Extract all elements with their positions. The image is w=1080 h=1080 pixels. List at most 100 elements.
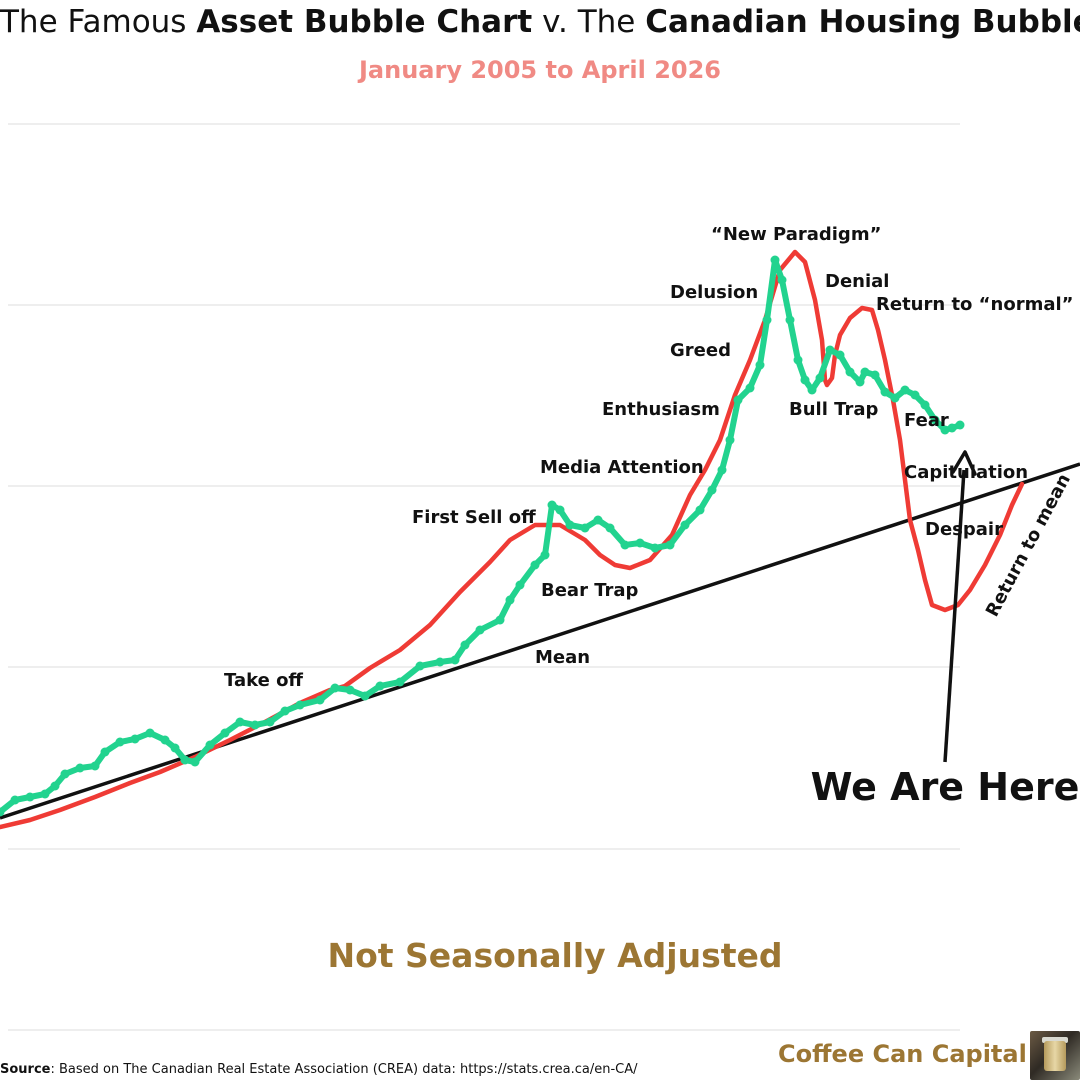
annotation-label: Denial bbox=[825, 271, 889, 292]
housing-point-41 bbox=[565, 520, 575, 530]
housing-point-57 bbox=[762, 315, 772, 325]
housing-point-79 bbox=[955, 420, 965, 430]
housing-point-30 bbox=[435, 657, 445, 667]
annotation-label: Greed bbox=[670, 340, 731, 361]
title-part-3: v. The bbox=[532, 4, 646, 40]
annotation-label: First Sell off bbox=[412, 507, 536, 528]
housing-point-59 bbox=[777, 275, 787, 285]
housing-point-72 bbox=[890, 393, 900, 403]
housing-point-7 bbox=[90, 761, 100, 771]
housing-point-17 bbox=[220, 728, 230, 738]
annotation-label: Fear bbox=[904, 410, 949, 431]
coffee-can-icon bbox=[1030, 1031, 1080, 1080]
housing-point-10 bbox=[130, 734, 140, 744]
housing-point-45 bbox=[620, 540, 630, 550]
mean-line bbox=[0, 462, 1080, 820]
housing-point-8 bbox=[100, 747, 110, 757]
housing-point-27 bbox=[375, 681, 385, 691]
source-text: : Based on The Canadian Real Estate Asso… bbox=[50, 1062, 638, 1077]
housing-point-61 bbox=[793, 355, 803, 365]
annotation-label: Despair bbox=[925, 519, 1003, 540]
housing-point-1 bbox=[10, 795, 20, 805]
annotation-label: Delusion bbox=[670, 282, 758, 303]
annotation-label: Media Attention bbox=[540, 457, 704, 478]
brand-name: Coffee Can Capital bbox=[778, 1040, 1027, 1068]
housing-point-16 bbox=[205, 740, 215, 750]
housing-point-49 bbox=[680, 520, 690, 530]
housing-point-64 bbox=[815, 373, 825, 383]
annotation-label: Bull Trap bbox=[789, 399, 878, 420]
housing-point-51 bbox=[707, 485, 717, 495]
housing-point-54 bbox=[733, 395, 743, 405]
housing-point-50 bbox=[695, 505, 705, 515]
housing-point-31 bbox=[450, 655, 460, 665]
annotation-label: Bear Trap bbox=[541, 580, 639, 601]
housing-point-42 bbox=[580, 523, 590, 533]
housing-point-40 bbox=[555, 505, 565, 515]
housing-point-36 bbox=[515, 580, 525, 590]
chart-title: The Famous Asset Bubble Chart v. The Can… bbox=[0, 0, 1080, 48]
housing-point-56 bbox=[755, 360, 765, 370]
housing-point-26 bbox=[360, 691, 370, 701]
housing-point-46 bbox=[635, 538, 645, 548]
housing-point-68 bbox=[855, 377, 865, 387]
housing-point-60 bbox=[785, 315, 795, 325]
housing-point-0 bbox=[0, 807, 5, 817]
housing-point-65 bbox=[825, 345, 835, 355]
housing-point-48 bbox=[665, 540, 675, 550]
we-are-here-label: We Are Here bbox=[811, 765, 1080, 809]
housing-point-58 bbox=[770, 255, 780, 265]
housing-point-78 bbox=[947, 423, 957, 433]
source-label: Source bbox=[0, 1062, 51, 1077]
we-are-here-arrow-shaft bbox=[943, 469, 966, 763]
housing-point-22 bbox=[295, 700, 305, 710]
housing-point-11 bbox=[145, 728, 155, 738]
housing-point-2 bbox=[25, 792, 35, 802]
housing-point-12 bbox=[160, 735, 170, 745]
chart-subtitle: January 2005 to April 2026 bbox=[359, 56, 721, 84]
title-part-2: Asset Bubble Chart bbox=[196, 4, 533, 40]
housing-point-24 bbox=[330, 683, 340, 693]
housing-point-63 bbox=[807, 385, 817, 395]
arrow-head-icon bbox=[951, 450, 977, 476]
housing-point-18 bbox=[235, 717, 245, 727]
housing-point-15 bbox=[190, 757, 200, 767]
housing-point-53 bbox=[725, 435, 735, 445]
housing-point-76 bbox=[930, 415, 940, 425]
housing-point-35 bbox=[505, 595, 515, 605]
housing-point-32 bbox=[460, 640, 470, 650]
housing-point-9 bbox=[115, 737, 125, 747]
housing-point-77 bbox=[940, 425, 950, 435]
housing-point-69 bbox=[860, 367, 870, 377]
housing-point-39 bbox=[547, 500, 557, 510]
housing-point-4 bbox=[50, 781, 60, 791]
housing-series-line bbox=[0, 257, 963, 815]
housing-point-70 bbox=[870, 370, 880, 380]
annotation-label: Take off bbox=[224, 670, 303, 691]
housing-point-33 bbox=[475, 625, 485, 635]
housing-point-25 bbox=[345, 685, 355, 695]
housing-point-6 bbox=[75, 763, 85, 773]
housing-point-38 bbox=[540, 550, 550, 560]
housing-point-75 bbox=[920, 400, 930, 410]
housing-point-37 bbox=[530, 560, 540, 570]
housing-point-44 bbox=[605, 523, 615, 533]
annotation-label: Capitulation bbox=[904, 462, 1028, 483]
bubble-curve-line bbox=[0, 249, 1025, 830]
housing-point-43 bbox=[593, 515, 603, 525]
housing-point-74 bbox=[910, 390, 920, 400]
housing-point-66 bbox=[835, 350, 845, 360]
housing-point-34 bbox=[495, 615, 505, 625]
housing-point-47 bbox=[650, 543, 660, 553]
housing-point-19 bbox=[250, 720, 260, 730]
housing-point-73 bbox=[900, 385, 910, 395]
housing-point-55 bbox=[745, 383, 755, 393]
housing-point-3 bbox=[40, 789, 50, 799]
seasonal-adjustment-note: Not Seasonally Adjusted bbox=[327, 936, 783, 975]
source-note: Source: Based on The Canadian Real Estat… bbox=[0, 1062, 638, 1077]
housing-point-5 bbox=[60, 769, 70, 779]
housing-point-23 bbox=[315, 695, 325, 705]
title-part-4: Canadian Housing Bubble bbox=[645, 4, 1080, 40]
housing-point-28 bbox=[395, 677, 405, 687]
